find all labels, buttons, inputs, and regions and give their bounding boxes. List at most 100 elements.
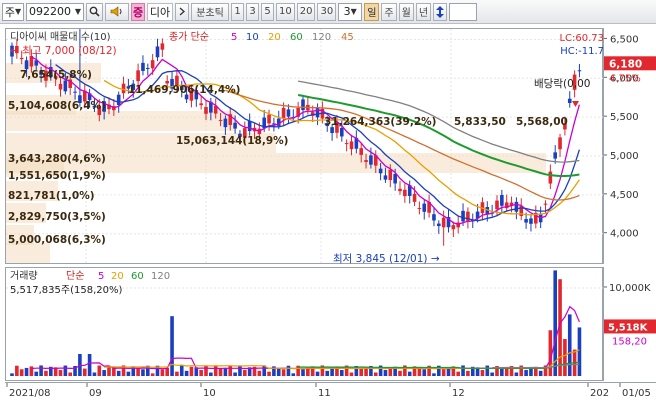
candle-body <box>92 105 97 108</box>
interval-20-button[interactable]: 20 <box>296 2 316 21</box>
moving-average-line <box>297 80 580 163</box>
candle-body <box>432 214 436 221</box>
stock-code-input[interactable]: 092200 ▼ <box>26 2 84 21</box>
volume-bar <box>146 365 150 376</box>
price-axis: 6,500 6,000 5,500 5,000 4,500 4,000 6,180 4.75% <box>603 28 656 264</box>
interval-5-button[interactable]: 5 <box>261 2 274 21</box>
candle-body <box>354 137 359 149</box>
volume-bar <box>49 366 53 376</box>
volume-profile-bar <box>6 111 236 131</box>
volume-bar <box>243 370 247 376</box>
volume-bar <box>223 368 228 376</box>
candle-body <box>286 109 291 117</box>
volume-profile-bar <box>6 243 50 263</box>
volume-bar <box>238 365 242 376</box>
volume-bar <box>141 369 145 376</box>
sort-button[interactable] <box>433 2 448 21</box>
volume-bar <box>296 365 300 376</box>
volume-profile-label: 821,781(1,0%) <box>8 190 95 202</box>
volume-bar <box>126 371 131 376</box>
price-chart: 디아이씨 매물대 수(10) 종가 단순 5 10 20 60 120 457,654(5,8… <box>6 0 604 265</box>
sound-button[interactable] <box>105 2 129 21</box>
year-button[interactable]: 년 <box>415 2 432 21</box>
candle-body <box>141 62 145 71</box>
candle-body <box>403 189 407 197</box>
candle-body <box>495 200 499 210</box>
volume-axis-svg: 10,000K 5,518K 158,20 <box>604 283 656 347</box>
candle-body <box>218 119 223 121</box>
volume-bar <box>504 368 509 376</box>
candle-body <box>102 101 106 112</box>
candle-body <box>121 83 126 94</box>
week-label: 주 <box>384 8 394 19</box>
candle-body <box>514 201 519 212</box>
period-type-button[interactable]: 분초틱 <box>191 2 229 21</box>
volume-profile-label: 5,568,00 <box>516 116 568 128</box>
volume-bar <box>175 371 179 376</box>
volume-bar <box>373 372 378 376</box>
volume-ma-header: 단순 <box>66 270 84 282</box>
volume-bar <box>378 365 383 376</box>
ma-period-label: 5 <box>231 32 237 43</box>
volume-bar <box>524 370 528 376</box>
candle-body <box>315 107 320 118</box>
interval-3-button[interactable]: 3 <box>246 2 259 21</box>
candle-body <box>82 90 87 102</box>
volume-bar <box>233 372 237 376</box>
market-select[interactable]: 주 ▼ <box>2 2 24 21</box>
day-label: 일 <box>367 8 377 19</box>
volume-profile-label: 31,264,363(39,2%) <box>324 116 436 128</box>
volume-bar <box>218 368 223 376</box>
volume-bar <box>427 365 431 376</box>
volume-profile-bar <box>6 157 64 177</box>
volume-bar <box>335 367 339 376</box>
date-axis-svg: 2021/08 09 10 11 12 202 01/05 <box>6 383 651 399</box>
volume-ma-period-label: 120 <box>151 271 170 282</box>
volume-chart-pane[interactable]: 거래량 단순 5 20 60 120 5,517,835주(158,20%) <box>5 267 604 381</box>
current-volume-label: 5,517,835주(158,20%) <box>10 285 122 296</box>
related-stock-badge[interactable]: 증 <box>131 2 145 21</box>
candle-body <box>310 112 315 116</box>
interval-30-button[interactable]: 30 <box>317 2 337 21</box>
volume-bar <box>252 366 257 376</box>
candle-body <box>407 185 412 196</box>
volume-bar <box>301 369 305 376</box>
volume-bar <box>189 366 194 376</box>
volume-bar <box>267 371 271 376</box>
candle-body <box>136 70 140 82</box>
candle-body <box>427 201 431 213</box>
moving-average-line <box>55 64 581 222</box>
volume-bar <box>558 279 562 376</box>
volume-bar <box>567 314 572 376</box>
candle-body <box>572 74 577 90</box>
search-button[interactable] <box>86 2 103 21</box>
volume-bar <box>514 372 519 376</box>
candle-body <box>267 114 271 124</box>
interval-input[interactable]: 3 ▼ <box>338 2 363 21</box>
volume-bar <box>388 367 393 376</box>
volume-bar <box>383 370 388 376</box>
period-menu-button[interactable] <box>175 2 189 21</box>
day-button[interactable]: 일 <box>364 2 380 21</box>
price-tick-label: 5,000 <box>610 151 639 162</box>
interval-1-button[interactable]: 1 <box>231 2 244 21</box>
candle-body <box>349 141 354 150</box>
candle-body <box>335 122 339 133</box>
candle-body <box>160 43 165 50</box>
interval-10-button[interactable]: 10 <box>276 2 295 21</box>
candle-body <box>485 207 490 215</box>
volume-bar <box>359 368 363 376</box>
volume-bar <box>276 367 281 376</box>
candle-body <box>422 203 427 212</box>
candle-body <box>378 168 383 174</box>
stock-name: 디아 <box>149 5 171 19</box>
week-button[interactable]: 주 <box>381 2 397 21</box>
candle-body <box>340 128 344 137</box>
date-tick-label: 202 <box>590 388 609 399</box>
month-button[interactable]: 월 <box>398 2 414 21</box>
price-chart-pane[interactable]: 디아이씨 매물대 수(10) 종가 단순 5 10 20 60 120 45 7,654(5,8… <box>5 0 604 265</box>
extra-input[interactable] <box>449 2 478 21</box>
volume-bar <box>310 366 315 376</box>
change-percent-label: 4.75% <box>609 73 641 84</box>
volume-bar <box>82 368 87 376</box>
